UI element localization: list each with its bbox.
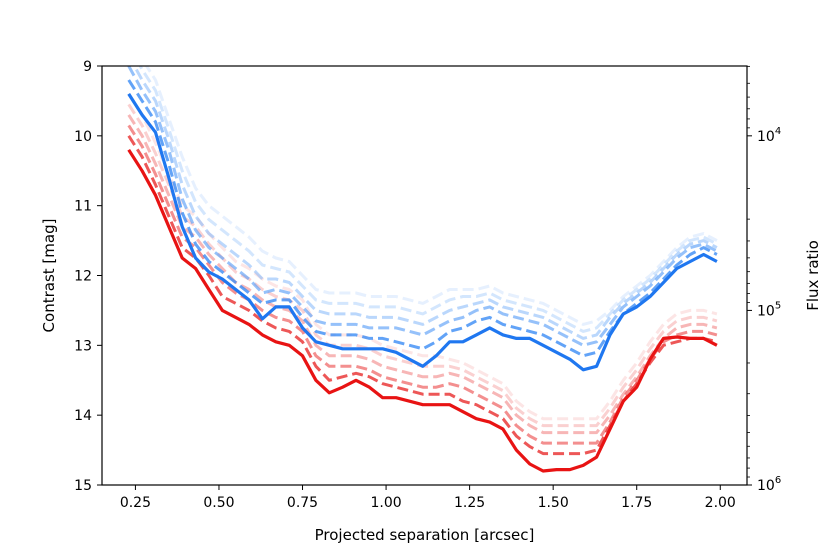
y2-axis-label: Flux ratio [804,240,822,311]
y-tick-label: 12 [74,269,92,285]
series-red-dash-5 [127,93,718,421]
y-axis-right: 104 105 106 [747,65,781,494]
y2-tick-label: 105 [757,300,781,319]
y-axis-left: 9 10 11 12 13 14 15 [74,59,102,494]
x-axis-label: Projected separation [arcsec] [315,526,535,544]
x-tick-label: 0.25 [120,495,151,511]
y-tick-label: 10 [74,129,92,145]
x-tick-label: 1.00 [370,495,401,511]
x-tick-label: 2.00 [705,495,736,511]
x-tick-label: 0.50 [203,495,234,511]
series-red-solid [127,148,718,473]
series-layer [127,66,718,473]
series-red-dash-3 [127,114,718,435]
y-axis-label: Contrast [mag] [40,219,58,333]
series-red-dash-2 [127,124,718,445]
x-tick-label: 1.25 [454,495,485,511]
series-blue-dash-5 [144,66,718,326]
series-blue-solid [127,93,718,372]
y-tick-label: 11 [74,199,92,215]
x-axis: 0.25 0.50 0.75 1.00 1.25 1.50 1.75 2.00 [120,485,736,511]
series-blue-dash-3 [132,66,718,340]
y-tick-label: 15 [74,478,92,494]
y2-tick-label: 106 [757,475,781,494]
x-tick-label: 1.50 [538,495,569,511]
y-tick-label: 14 [74,408,92,424]
x-tick-label: 1.75 [621,495,652,511]
series-blue-dash-4 [138,66,718,333]
y-tick-label: 9 [83,59,92,75]
y-tick-label: 13 [74,338,92,354]
y2-tick-label: 104 [757,126,781,145]
x-tick-label: 0.75 [287,495,318,511]
